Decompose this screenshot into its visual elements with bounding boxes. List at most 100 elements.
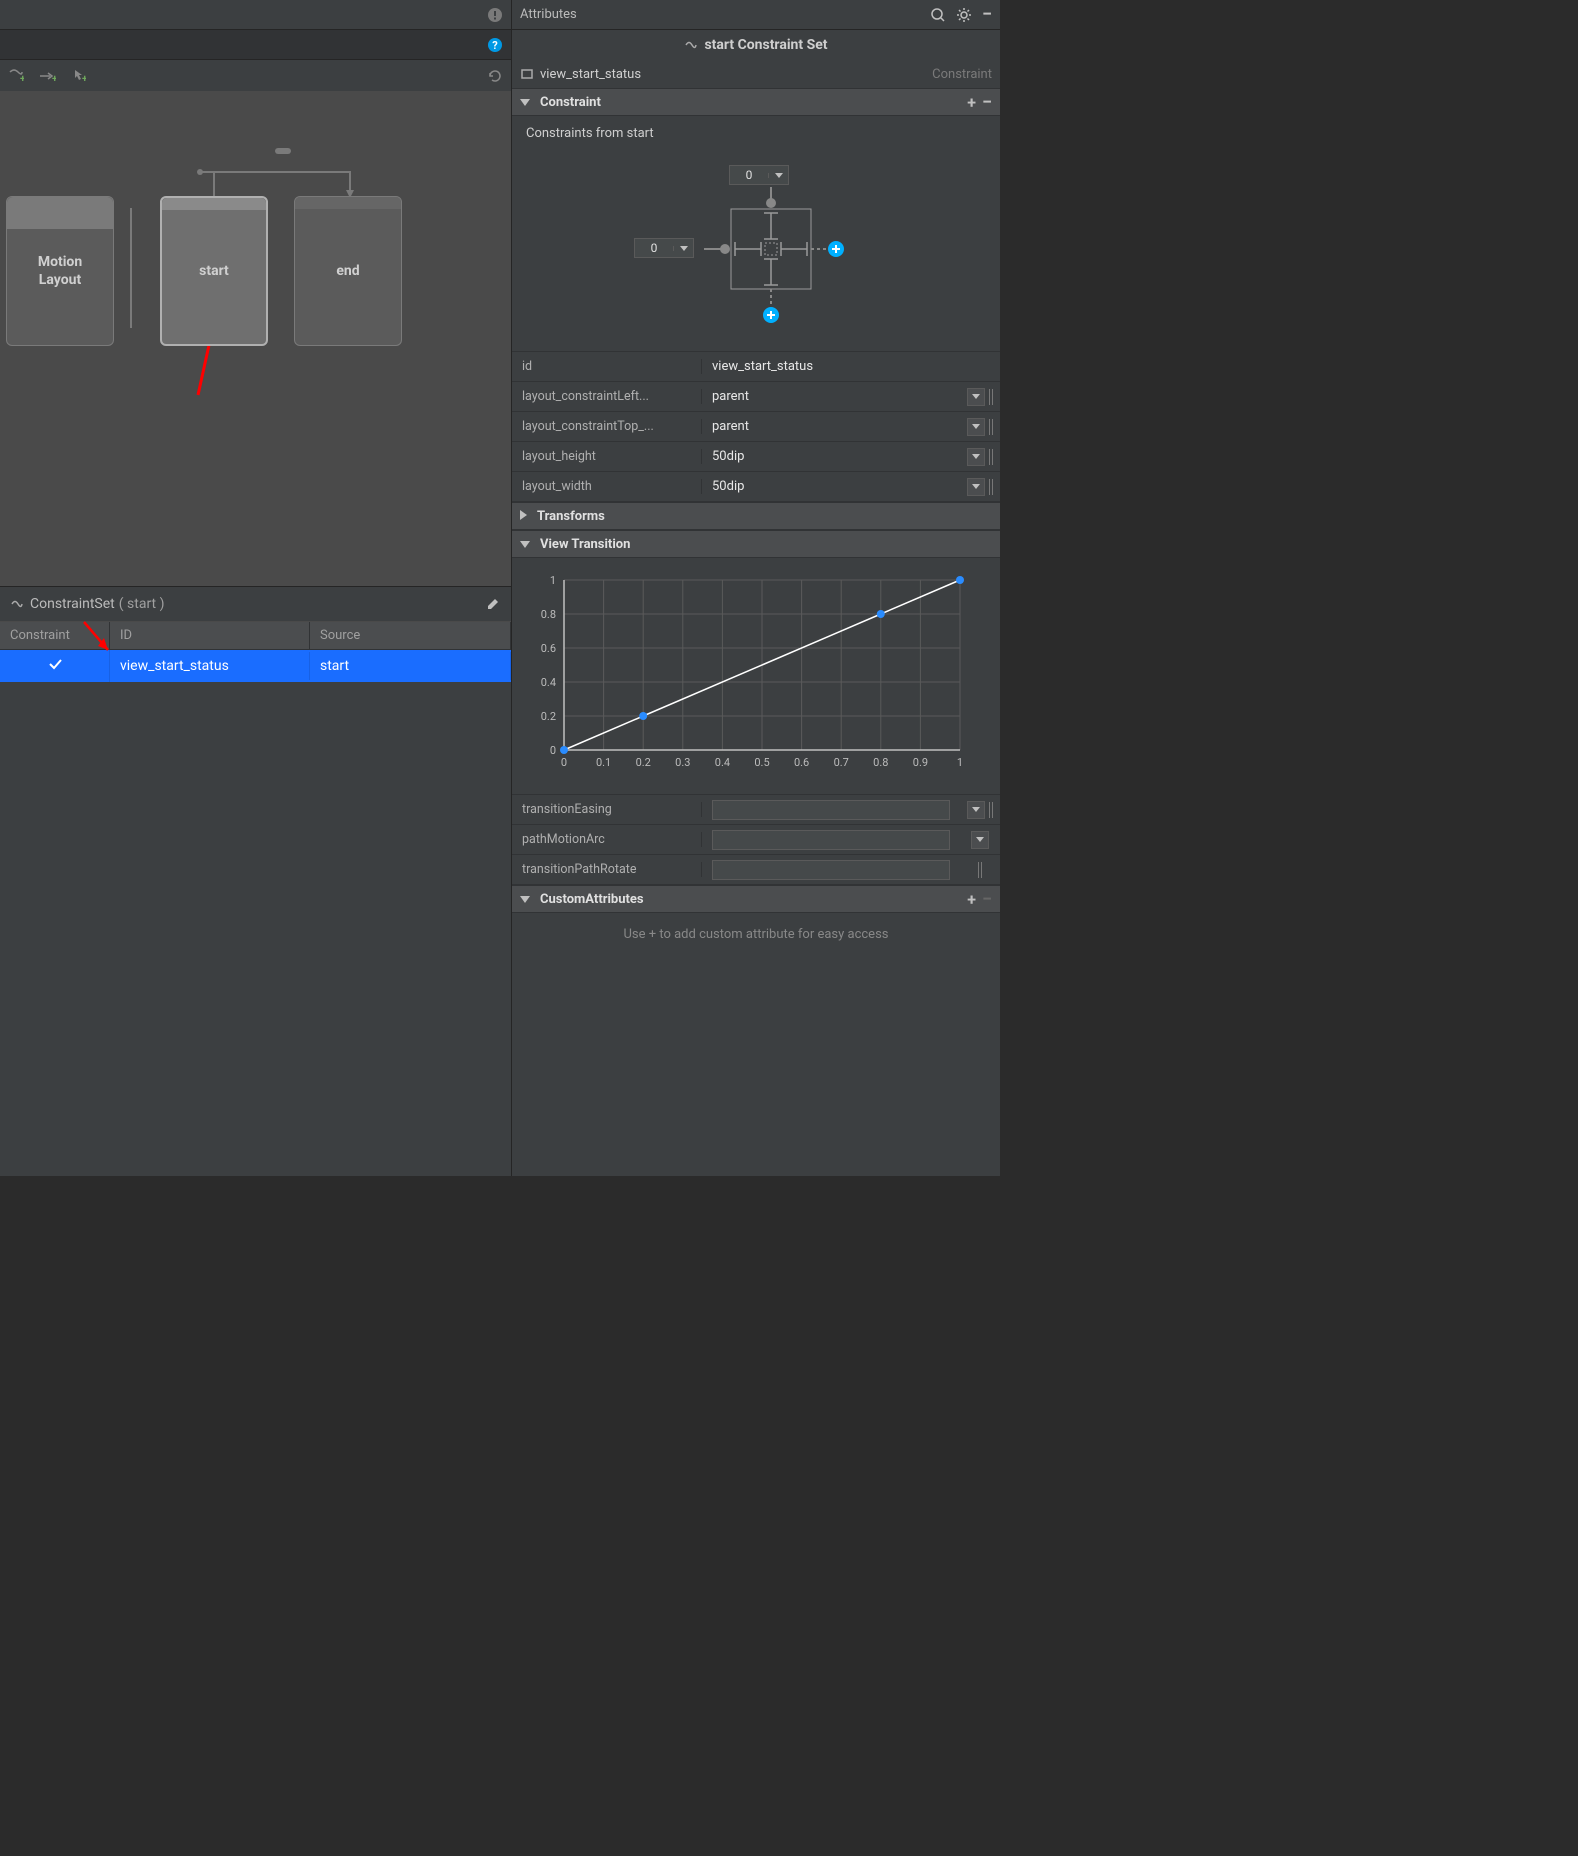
separator-line [130,208,132,328]
svg-text:0.6: 0.6 [541,642,556,655]
prop-dropdown-icon[interactable] [967,478,985,496]
constraint-widget[interactable]: 0 0 [526,153,986,343]
start-card-label: start [199,263,229,279]
end-card[interactable]: end [294,196,402,346]
help-icon[interactable]: ? [487,37,503,53]
cycle-icon[interactable] [487,68,503,84]
prop-val[interactable] [702,830,960,850]
prop-handle-icon[interactable] [989,479,993,495]
prop-dropdown-icon[interactable] [967,448,985,466]
svg-text:+: + [52,74,56,84]
prop-dropdown-icon[interactable] [971,831,989,849]
svg-text:0.2: 0.2 [541,710,556,723]
motion-toolbar: + + + [0,60,511,92]
prop-key: transitionPathRotate [512,862,702,877]
prop-dropdown-icon[interactable] [967,801,985,819]
create-constraintset-icon[interactable]: + [8,68,24,84]
svg-text:0: 0 [561,756,567,769]
prop-val[interactable]: 50dip [702,479,960,494]
create-transition-icon[interactable]: + [38,68,56,84]
transition-body: 00.10.20.30.40.50.60.70.80.9100.20.40.60… [512,558,1000,794]
prop-row[interactable]: pathMotionArc [512,825,1000,855]
prop-key: layout_height [512,449,702,464]
svg-text:?: ? [492,39,498,52]
prop-dropdown-icon[interactable] [967,388,985,406]
view-icon [520,67,534,81]
prop-row[interactable]: layout_constraintLeft...parent [512,382,1000,412]
view-name: view_start_status [540,67,641,82]
transition-props: transitionEasing pathMotionArc transitionP… [512,794,1000,885]
constraintset-arg: ( start ) [119,596,165,612]
row-id: view_start_status [110,652,310,680]
remove-constraint-icon[interactable]: − [982,92,992,113]
start-card[interactable]: start [160,196,268,346]
svg-text:0.7: 0.7 [834,756,849,769]
prop-row[interactable]: layout_height50dip [512,442,1000,472]
search-icon[interactable] [930,7,946,23]
prop-handle-icon[interactable] [989,802,993,818]
transition-pill[interactable] [275,148,291,154]
prop-row[interactable]: layout_constraintTop_...parent [512,412,1000,442]
svg-text:0.4: 0.4 [541,676,556,689]
custom-section-label: CustomAttributes [540,892,644,907]
prop-key: pathMotionArc [512,832,702,847]
prop-val[interactable]: parent [702,389,960,404]
add-custom-icon[interactable]: + [967,890,976,909]
col-source: Source [310,622,511,649]
create-click-icon[interactable]: + [70,68,86,84]
table-body [0,682,511,1176]
table-row[interactable]: view_start_status start [0,650,511,682]
prop-key: id [512,359,702,374]
svg-text:0.6: 0.6 [794,756,809,769]
svg-text:1: 1 [957,756,963,769]
gear-icon[interactable] [956,7,972,23]
attributes-topbar: Attributes − [512,0,1000,30]
prop-val[interactable] [702,800,960,820]
prop-row[interactable]: transitionPathRotate [512,855,1000,885]
prop-key: transitionEasing [512,802,702,817]
svg-text:0.1: 0.1 [596,756,611,769]
transforms-section-label: Transforms [537,509,605,524]
prop-dropdown-icon[interactable] [967,418,985,436]
svg-text:0.8: 0.8 [873,756,888,769]
warning-icon[interactable] [487,7,503,23]
prop-key: layout_constraintTop_... [512,419,702,434]
minimize-icon[interactable]: − [982,4,992,25]
left-topbar [0,0,511,30]
prop-handle-icon[interactable] [989,389,993,405]
left-topbar2: ? [0,30,511,60]
prop-row[interactable]: transitionEasing [512,795,1000,825]
prop-handle-icon[interactable] [989,419,993,435]
top-margin-dropdown[interactable]: 0 [729,165,789,185]
constraintset-label: ConstraintSet [30,596,115,612]
transition-chart[interactable]: 00.10.20.30.40.50.60.70.80.9100.20.40.60… [528,574,968,784]
constraint-section-head[interactable]: Constraint + − [512,88,1000,116]
constraintset-title-row: start Constraint Set [512,30,1000,60]
prop-row[interactable]: idview_start_status [512,352,1000,382]
remove-custom-icon[interactable]: − [982,889,992,910]
constraintset-header: ConstraintSet ( start ) [0,586,511,622]
constraint-props: idview_start_statuslayout_constraintLeft… [512,351,1000,502]
constraintset-icon [10,597,24,611]
motion-layout-card[interactable]: MotionLayout [6,196,114,346]
constraint-body: Constraints from start [512,116,1000,351]
prop-handle-icon[interactable] [989,449,993,465]
prop-handle-icon[interactable] [978,862,982,878]
edit-icon[interactable] [485,596,501,612]
prop-row[interactable]: layout_width50dip [512,472,1000,502]
prop-val[interactable]: parent [702,419,960,434]
prop-val[interactable] [702,860,960,880]
custom-section-head[interactable]: CustomAttributes + − [512,885,1000,913]
add-constraint-icon[interactable]: + [967,93,976,112]
motion-editor-panel: ? + + + [0,0,511,1176]
left-margin-dropdown[interactable]: 0 [634,238,694,258]
motion-canvas[interactable]: MotionLayout start end [0,92,511,586]
prop-val[interactable]: view_start_status [702,359,960,374]
view-transition-section-head[interactable]: View Transition [512,530,1000,558]
custom-hint: Use + to add custom attribute for easy a… [512,913,1000,956]
prop-val[interactable]: 50dip [702,449,960,464]
transforms-section-head[interactable]: Transforms [512,502,1000,530]
view-type: Constraint [932,67,992,82]
svg-text:0.8: 0.8 [541,608,556,621]
view-row: view_start_status Constraint [512,60,1000,88]
